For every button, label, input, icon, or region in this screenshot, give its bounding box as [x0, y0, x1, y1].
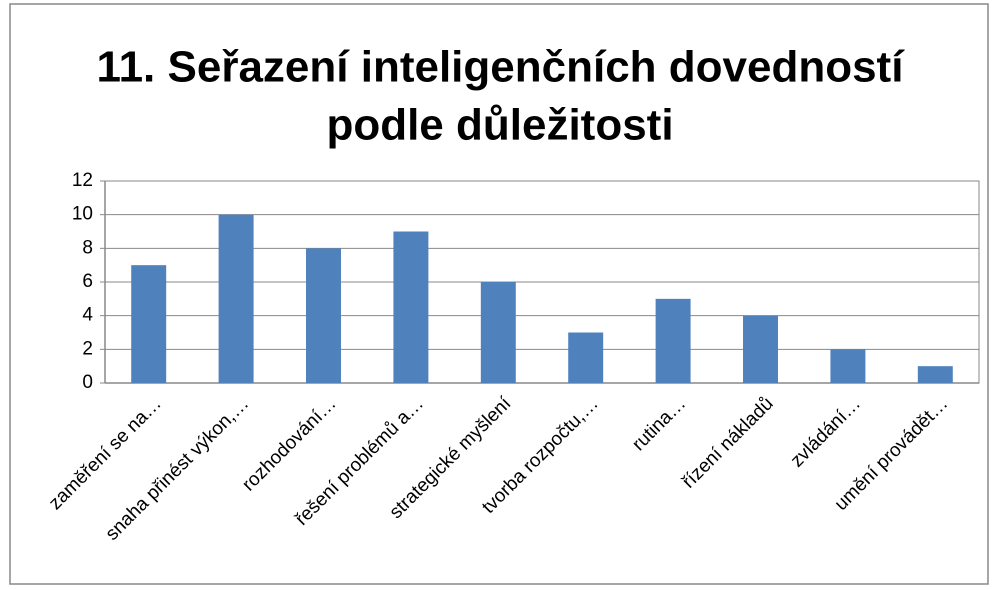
bar: [743, 315, 778, 383]
y-tick-label: 12: [72, 170, 93, 191]
y-tick-label: 8: [82, 237, 93, 258]
y-tick-label: 4: [82, 305, 93, 326]
bar: [655, 298, 691, 383]
bar: [830, 349, 866, 383]
y-tick-label: 0: [82, 372, 93, 393]
y-tick-label: 6: [82, 271, 93, 292]
chart-title: podle důležitosti: [326, 101, 673, 150]
bar: [306, 248, 341, 383]
bar: [131, 265, 167, 383]
bar: [568, 332, 604, 383]
bar: [917, 366, 953, 383]
chart-title: 11. Seřazení inteligenčních dovedností: [97, 43, 906, 92]
bar: [218, 214, 254, 383]
y-tick-label: 10: [72, 204, 93, 225]
bar: [393, 231, 429, 383]
y-tick-label: 2: [82, 338, 93, 359]
bar: [480, 282, 516, 383]
